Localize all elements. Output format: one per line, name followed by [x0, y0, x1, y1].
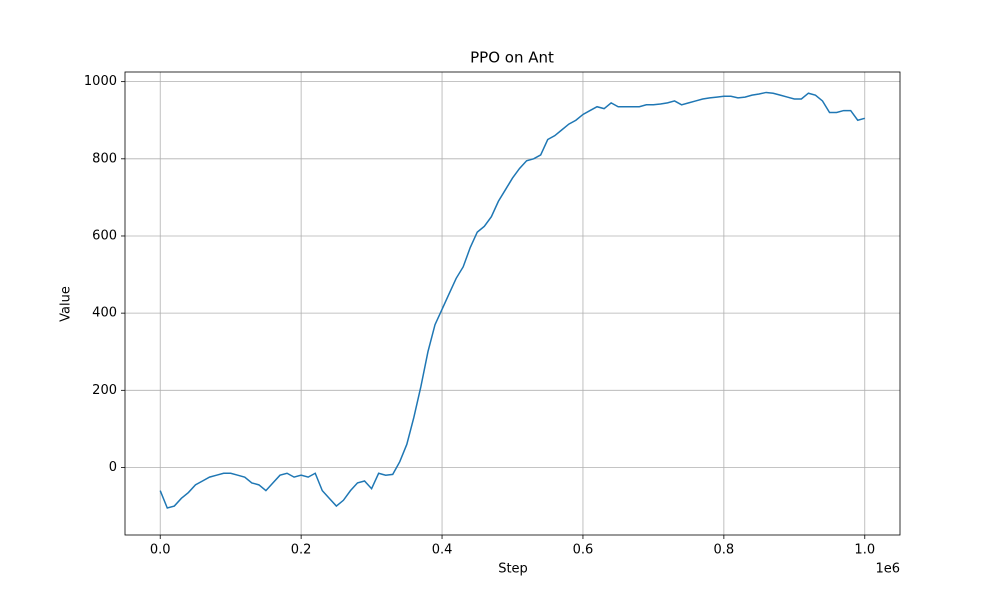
- y-axis-label: Value: [59, 286, 74, 322]
- y-tick-label: 800: [92, 151, 117, 166]
- x-tick-label: 0.2: [291, 543, 312, 558]
- y-tick-label: 400: [92, 306, 117, 321]
- y-tick-label: 1000: [84, 74, 117, 89]
- plot-frame: [124, 71, 901, 536]
- x-tick-label: 0.6: [573, 543, 594, 558]
- y-tick-label: 0: [109, 460, 117, 475]
- x-axis-label: Step: [498, 562, 528, 577]
- x-tick-label: 1.0: [854, 543, 875, 558]
- y-tick-label: 600: [92, 228, 117, 243]
- y-tick-label: 200: [92, 383, 117, 398]
- x-tick-label: 0.8: [714, 543, 735, 558]
- x-tick-label: 0.0: [150, 543, 171, 558]
- data-line: [159, 91, 865, 509]
- x-offset-label: 1e6: [875, 562, 900, 577]
- chart-title: PPO on Ant: [470, 49, 554, 67]
- x-tick-label: 0.4: [432, 543, 453, 558]
